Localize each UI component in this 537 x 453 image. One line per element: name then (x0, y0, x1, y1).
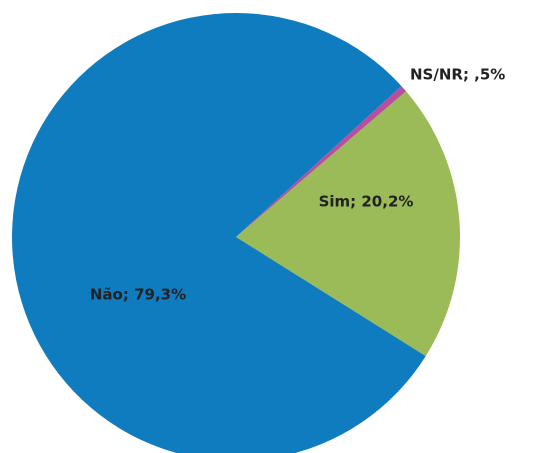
pie-slice (236, 85, 407, 237)
pie-slice (12, 13, 426, 453)
pie-slice (236, 91, 460, 357)
data-label: Não; 79,3% (90, 286, 186, 304)
data-label: Sim; 20,2% (319, 193, 414, 211)
data-label: NS/NR; ,5% (410, 66, 505, 84)
